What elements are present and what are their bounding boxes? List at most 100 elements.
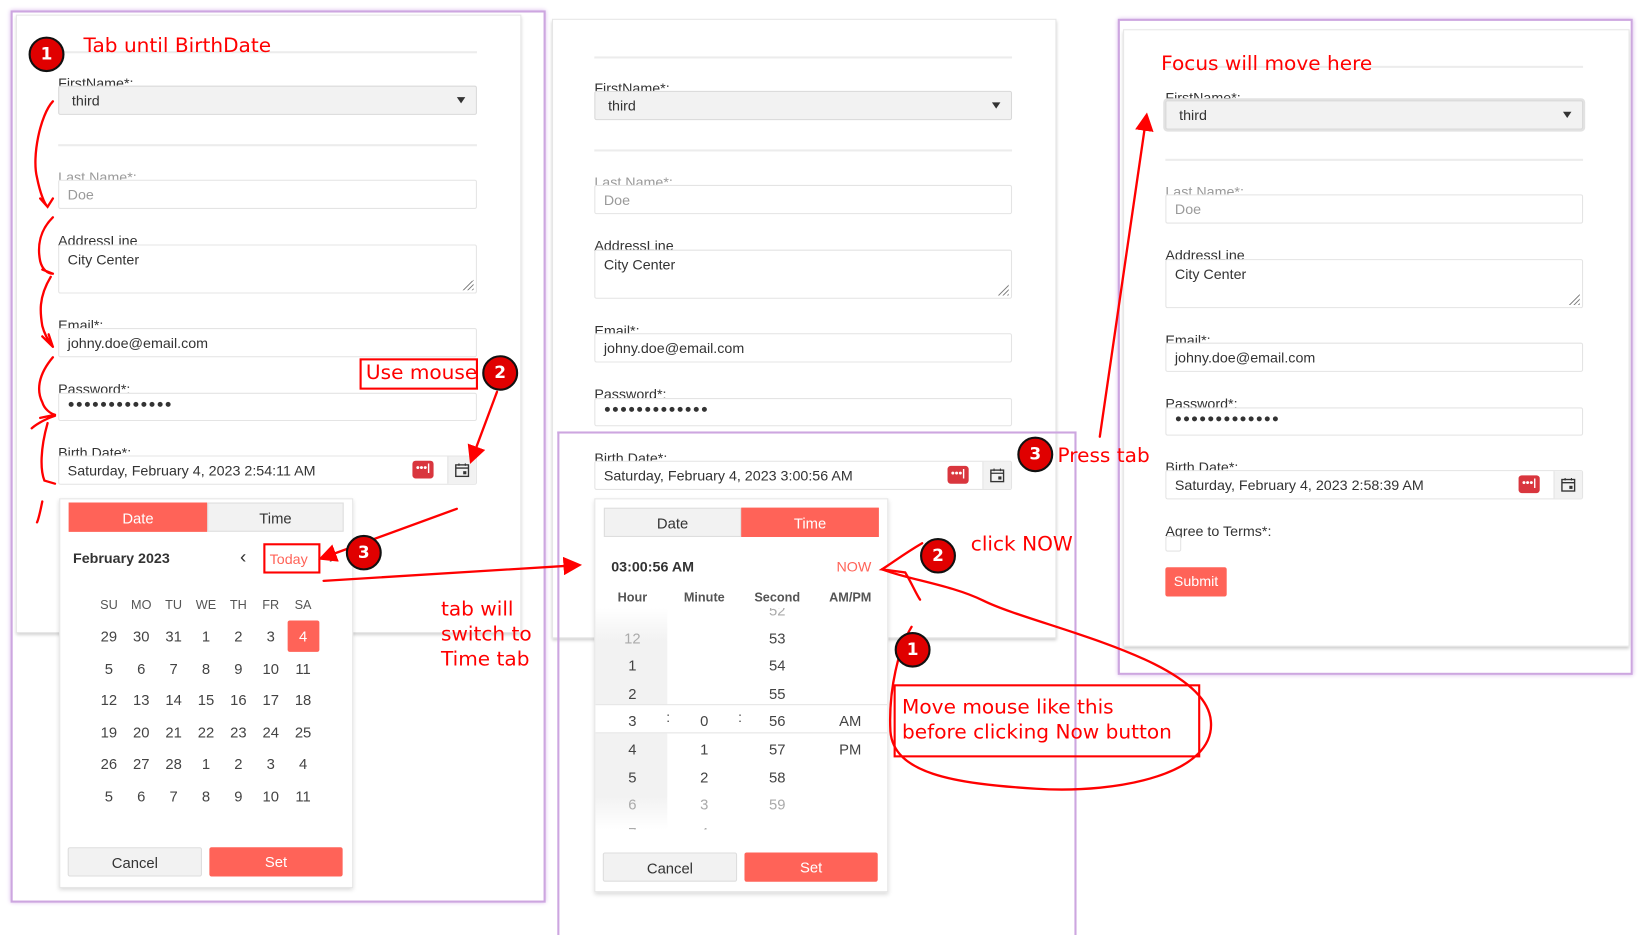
calendar-day[interactable]: 6 [137, 787, 146, 805]
password-input[interactable]: ●●●●●●●●●●●●● [594, 398, 1013, 427]
time-option[interactable]: 3 [628, 712, 637, 730]
cancel-button[interactable]: Cancel [67, 847, 202, 877]
calendar-day[interactable]: 5 [104, 787, 114, 805]
calendar-day[interactable]: 24 [262, 723, 279, 741]
time-option[interactable]: 58 [769, 768, 786, 786]
calendar-day[interactable]: 4 [298, 755, 308, 773]
calendar-day[interactable]: 31 [165, 627, 182, 645]
calendar-day[interactable]: 8 [201, 787, 211, 805]
time-option[interactable]: 1 [628, 657, 637, 675]
agree-terms-checkbox[interactable] [1165, 535, 1182, 552]
time-option[interactable]: 12 [624, 629, 641, 647]
calendar-day[interactable]: 8 [201, 659, 211, 677]
address-textarea[interactable]: City Center [58, 244, 477, 294]
time-option[interactable]: 59 [769, 796, 786, 813]
calendar-day[interactable]: 16 [230, 691, 247, 709]
calendar-day[interactable]: 9 [234, 659, 243, 677]
calendar-day[interactable]: 1 [201, 627, 211, 645]
set-button[interactable]: Set [209, 847, 343, 877]
last-name-input[interactable]: Doe [594, 184, 1013, 215]
calendar-day[interactable]: 25 [294, 723, 312, 741]
address-textarea[interactable]: City Center [1165, 259, 1584, 309]
time-option[interactable]: 4 [673, 824, 736, 829]
calendar-day[interactable]: 3 [266, 627, 275, 645]
first-name-select[interactable]: third [58, 85, 477, 115]
password-input[interactable]: ●●●●●●●●●●●●● [1165, 407, 1584, 436]
time-option[interactable]: 3 [700, 796, 709, 813]
time-option[interactable]: 54 [769, 657, 786, 675]
resize-handle-icon[interactable] [462, 278, 474, 291]
time-option[interactable]: 2 [628, 685, 637, 702]
time-option[interactable]: 4 [628, 740, 637, 758]
time-option[interactable]: 56 [769, 712, 786, 730]
tab-date[interactable]: Date [68, 502, 208, 532]
time-option[interactable]: 5 [628, 768, 637, 786]
email-input[interactable]: johny.doe@email.com [1165, 342, 1584, 372]
last-name-input[interactable]: Doe [58, 179, 477, 209]
calendar-day[interactable]: 22 [197, 723, 215, 741]
date-input-options-button[interactable]: •••| [947, 465, 969, 484]
calendar-day[interactable]: 1 [201, 755, 211, 773]
calendar-day[interactable]: 17 [262, 691, 279, 709]
time-option[interactable]: 6 [628, 796, 637, 813]
calendar-day[interactable]: 6 [137, 659, 146, 677]
calendar-day[interactable]: 11 [295, 659, 311, 677]
time-option[interactable]: PM [839, 740, 862, 758]
calendar-day[interactable]: 14 [165, 691, 182, 709]
set-button[interactable]: Set [744, 852, 878, 882]
tab-time[interactable]: Time [207, 502, 344, 532]
calendar-day[interactable]: 5 [104, 659, 114, 677]
password-input[interactable]: ●●●●●●●●●●●●● [58, 392, 477, 422]
time-option[interactable]: 55 [769, 685, 786, 702]
tab-date[interactable]: Date [603, 507, 742, 537]
time-option[interactable]: 2 [700, 768, 709, 786]
calendar-day[interactable]: 20 [133, 723, 150, 741]
resize-handle-icon[interactable] [997, 284, 1009, 296]
today-button[interactable]: Today [269, 551, 308, 568]
birth-date-input[interactable]: Saturday, February 4, 2023 3:00:56 AM •••… [594, 460, 1013, 490]
calendar-day-selected[interactable]: 4 [287, 620, 319, 652]
time-option[interactable]: 52 [769, 608, 786, 619]
time-option[interactable]: AM [839, 712, 862, 730]
calendar-day[interactable]: 26 [100, 755, 118, 773]
calendar-day[interactable]: 27 [133, 755, 150, 773]
calendar-day[interactable]: 12 [100, 691, 118, 709]
calendar-day[interactable]: 7 [169, 659, 178, 677]
email-input[interactable]: johny.doe@email.com [58, 328, 477, 358]
calendar-button[interactable] [1553, 471, 1583, 499]
date-input-options-button[interactable]: •••| [1518, 475, 1540, 494]
birth-date-input[interactable]: Saturday, February 4, 2023 2:58:39 AM •••… [1165, 470, 1584, 500]
calendar-day[interactable]: 23 [230, 723, 247, 741]
first-name-select[interactable]: third [594, 90, 1013, 121]
cancel-button[interactable]: Cancel [602, 852, 738, 882]
calendar-day[interactable]: 2 [234, 627, 243, 645]
calendar-day[interactable]: 21 [165, 723, 182, 741]
time-option[interactable]: 53 [769, 629, 786, 647]
now-button[interactable]: NOW [836, 558, 872, 575]
time-list[interactable]: 121234567012345253545556575859AMPM:: [595, 608, 888, 830]
calendar-button[interactable] [982, 461, 1011, 489]
time-option[interactable]: 7 [601, 824, 664, 829]
calendar-day[interactable]: 2 [234, 755, 243, 773]
calendar-day[interactable]: 11 [295, 787, 311, 805]
tab-time[interactable]: Time [741, 507, 879, 537]
calendar-day[interactable]: 10 [262, 659, 279, 677]
submit-button[interactable]: Submit [1165, 567, 1227, 597]
calendar-day[interactable]: 28 [165, 755, 182, 773]
calendar-day[interactable]: 19 [100, 723, 118, 741]
calendar-day[interactable]: 13 [133, 691, 150, 709]
calendar-day[interactable]: 3 [266, 755, 275, 773]
calendar-day[interactable]: 15 [197, 691, 215, 709]
calendar-day[interactable]: 9 [234, 787, 243, 805]
time-option[interactable]: 57 [769, 740, 786, 758]
birth-date-input[interactable]: Saturday, February 4, 2023 2:54:11 AM •••… [58, 455, 477, 485]
calendar-day[interactable]: 29 [100, 627, 118, 645]
calendar-day[interactable]: 10 [262, 787, 279, 805]
time-option[interactable]: 0 [700, 712, 709, 730]
resize-handle-icon[interactable] [1568, 293, 1580, 306]
month-title[interactable]: February 2023 [72, 550, 170, 567]
calendar-day[interactable]: 7 [169, 787, 178, 805]
last-name-input[interactable]: Doe [1165, 194, 1584, 224]
email-input[interactable]: johny.doe@email.com [594, 333, 1013, 363]
address-textarea[interactable]: City Center [594, 249, 1013, 299]
